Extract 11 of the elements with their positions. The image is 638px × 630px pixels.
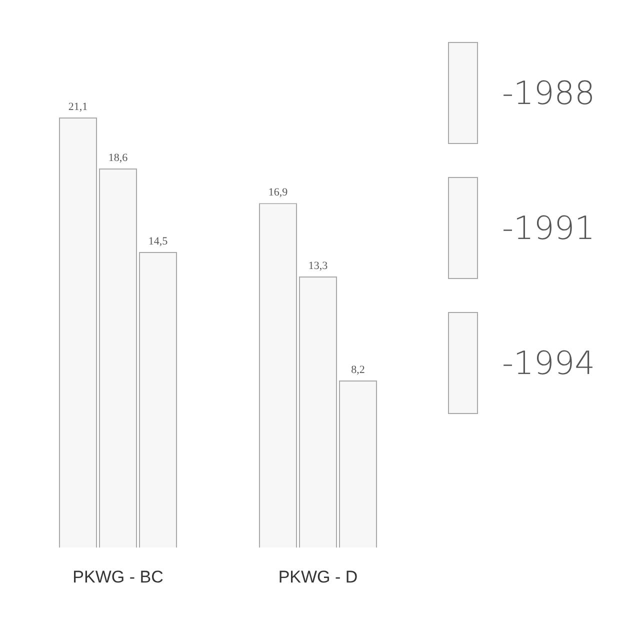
x-tick-label: PKWG - BC xyxy=(72,567,164,586)
x-tick-label: PKWG - D xyxy=(278,567,358,586)
text: -1994 xyxy=(502,344,595,382)
data-label: 13,3 xyxy=(308,260,328,272)
text: -1991 xyxy=(502,209,595,247)
data-label: 16,9 xyxy=(268,186,288,198)
text: -1988 xyxy=(502,74,595,112)
data-label: 21,1 xyxy=(68,100,88,113)
data-label: 8,2 xyxy=(351,364,365,376)
data-label: 18,6 xyxy=(108,152,128,164)
data-label: 14,5 xyxy=(148,235,168,248)
